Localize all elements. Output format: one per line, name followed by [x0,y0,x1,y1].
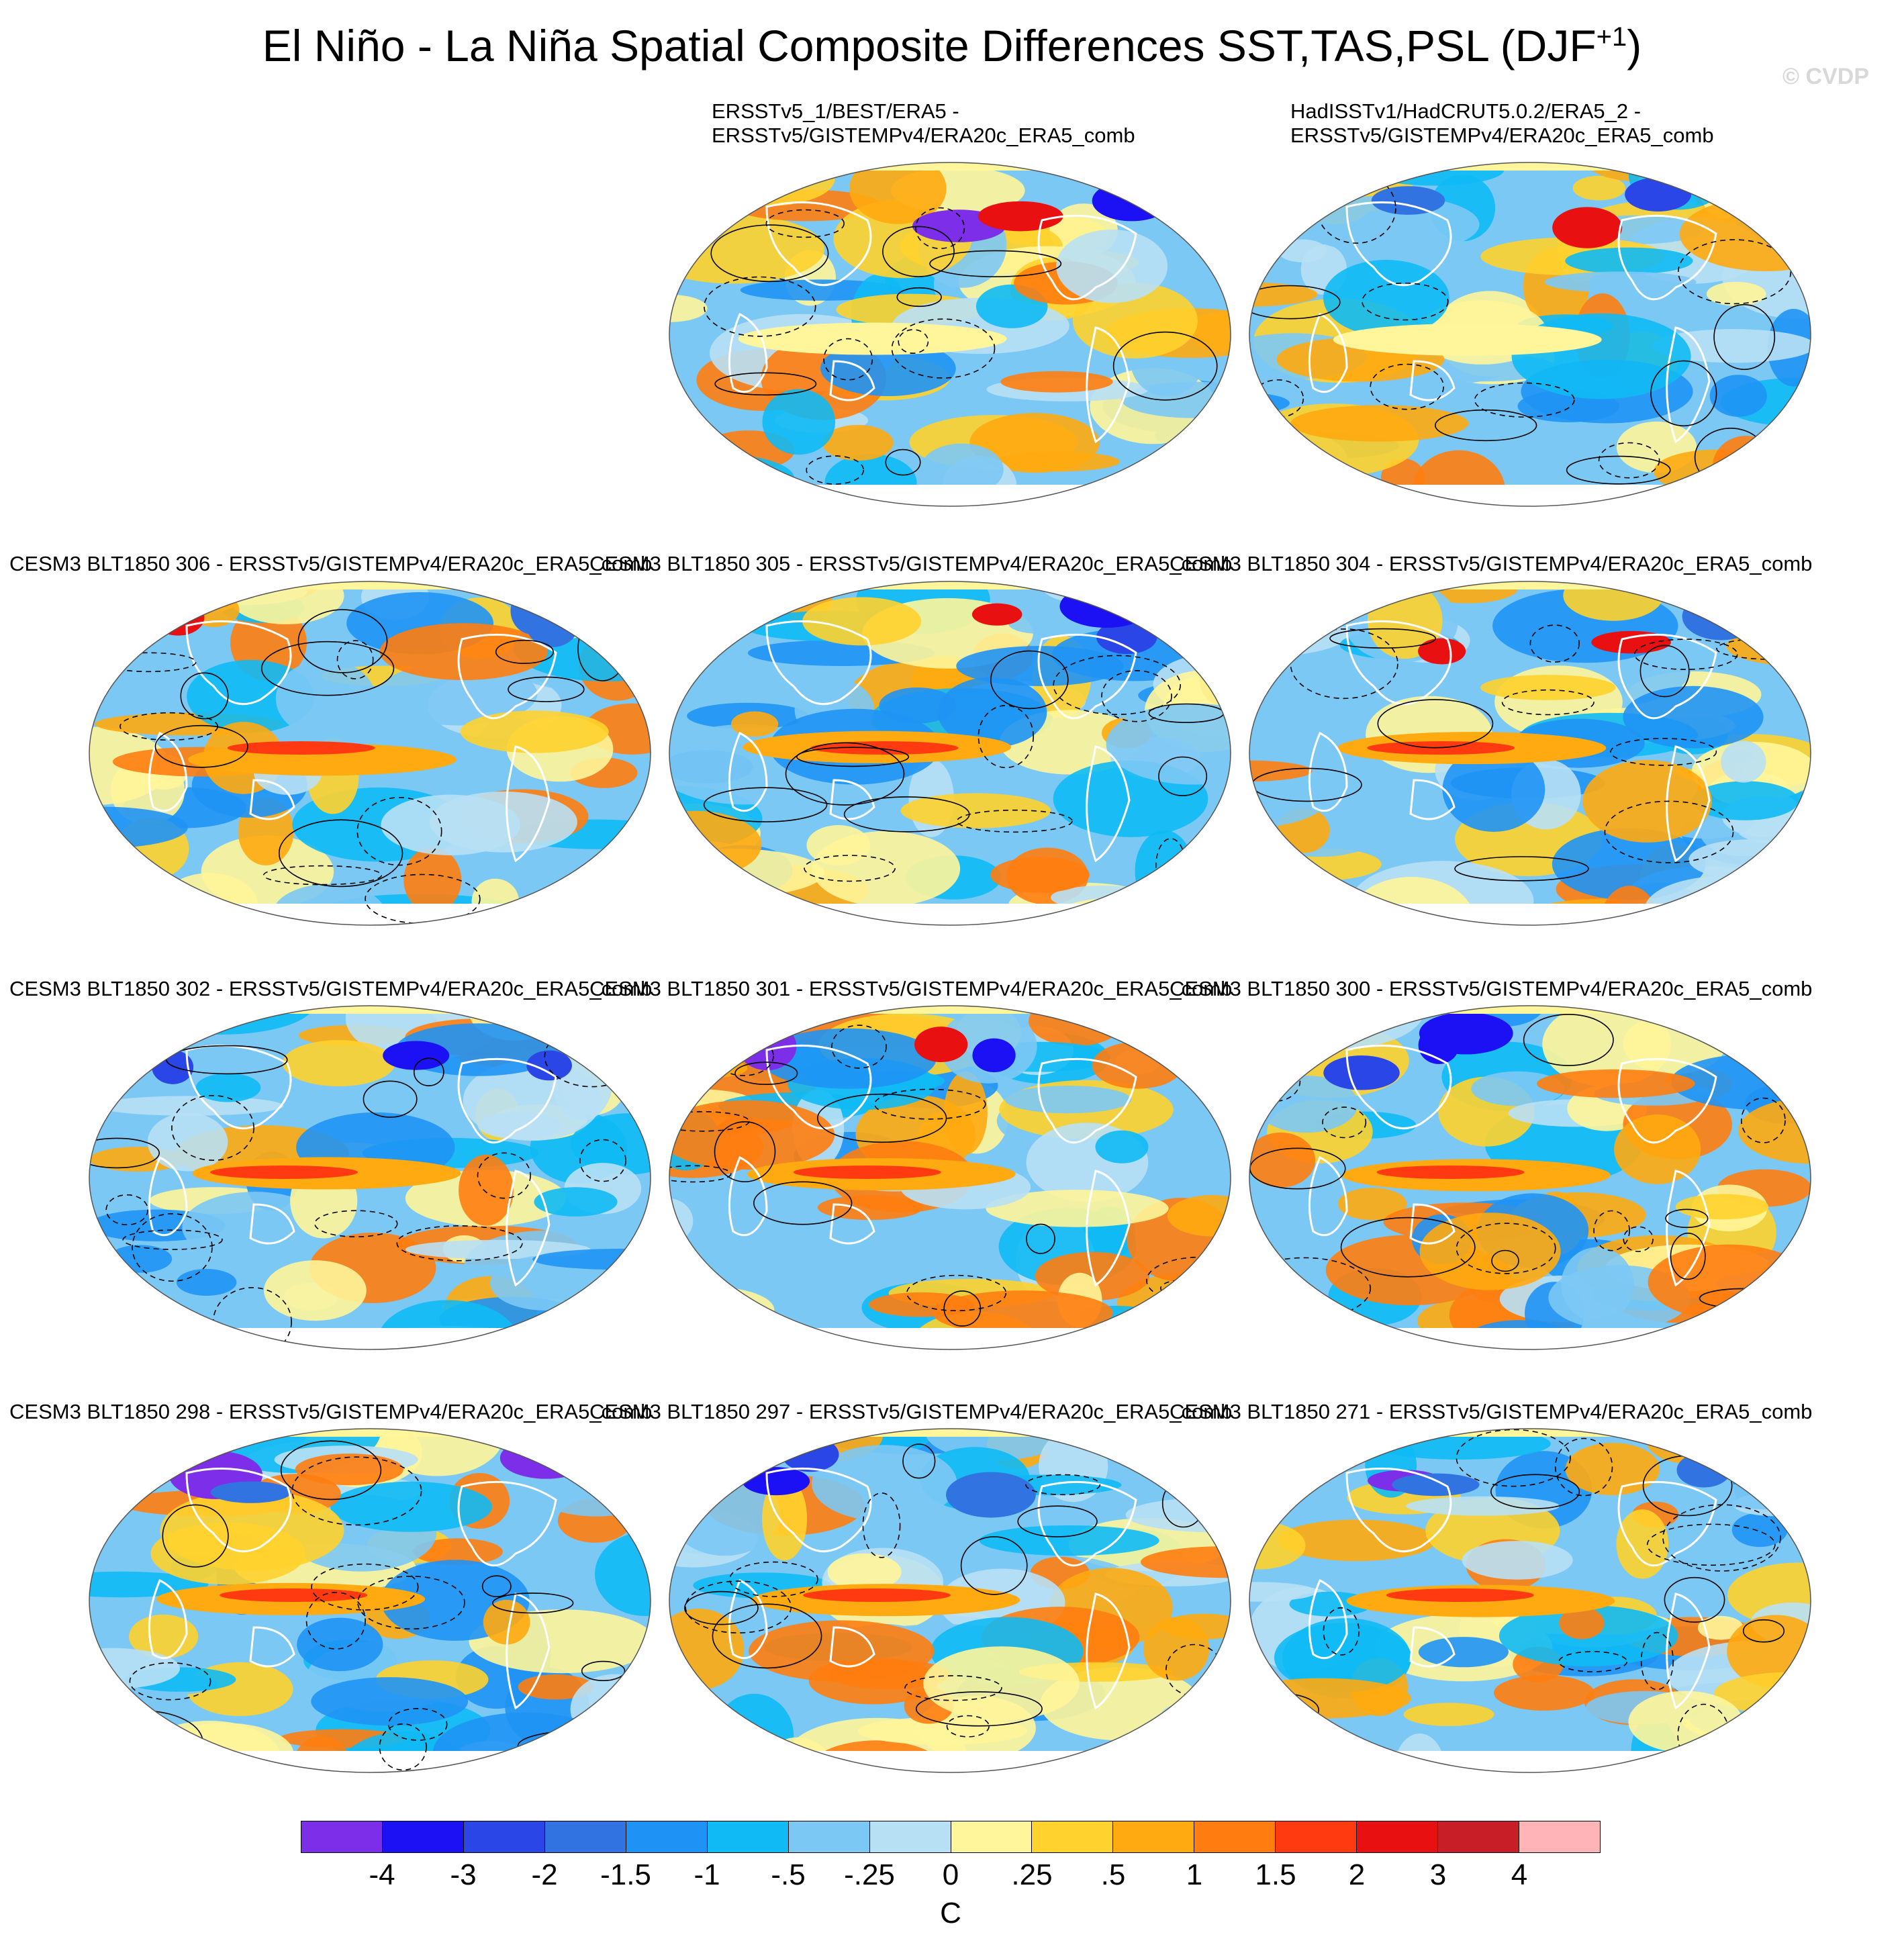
colorbar-tick-label: 2 [1348,1858,1366,1891]
map-panel [89,1005,651,1350]
colorbar-swatch [1276,1821,1358,1852]
colorbar-tick-label: -4 [369,1858,395,1891]
panel-title: CESM3 BLT1850 302 - ERSSTv5/GISTEMPv4/ER… [9,977,653,1000]
map-panel [89,1428,651,1773]
panel-title: CESM3 BLT1850 305 - ERSSTv5/GISTEMPv4/ER… [589,552,1233,575]
map-panel [1249,162,1811,507]
map-panel [669,162,1231,507]
figure-title: El Niño - La Niña Spatial Composite Diff… [262,21,1642,70]
colorbar-swatch [626,1821,708,1852]
colorbar-tick-label: -2 [531,1858,558,1891]
colorbar-tick-label: .25 [1011,1858,1053,1891]
colorbar-swatch [1438,1821,1520,1852]
map-panel [669,581,1231,926]
colorbar-swatch [1032,1821,1114,1852]
panel-title: ERSSTv5_1/BEST/ERA5 - ERSSTv5/GISTEMPv4/E… [712,99,1135,147]
colorbar-swatch [1519,1821,1600,1852]
colorbar-tick-label: 0 [942,1858,959,1891]
colorbar-tick-label: 4 [1511,1858,1528,1891]
colorbar-tick-label: .5 [1100,1858,1126,1891]
colorbar-swatch [1357,1821,1439,1852]
colorbar-tick-label: 1 [1186,1858,1203,1891]
map-panel [669,1428,1231,1773]
panel-title: CESM3 BLT1850 297 - ERSSTv5/GISTEMPv4/ER… [589,1400,1233,1423]
colorbar-swatch [951,1821,1033,1852]
colorbar-swatch [788,1821,870,1852]
cvdp-watermark: © CVDP [1782,64,1869,89]
panel-title: CESM3 BLT1850 300 - ERSSTv5/GISTEMPv4/ER… [1170,977,1813,1000]
colorbar-tick-label: 3 [1429,1858,1447,1891]
colorbar-swatch [544,1821,626,1852]
colorbar [301,1821,1601,1853]
colorbar-tick-label: 1.5 [1255,1858,1296,1891]
colorbar-unit: C [940,1897,961,1930]
colorbar-swatch [1194,1821,1276,1852]
colorbar-tick-label: -3 [450,1858,477,1891]
map-panel [669,1005,1231,1350]
map-panel [1249,1005,1811,1350]
colorbar-swatch [869,1821,951,1852]
panel-title: CESM3 BLT1850 301 - ERSSTv5/GISTEMPv4/ER… [589,977,1233,1000]
colorbar-swatch [382,1821,464,1852]
panel-title: HadISSTv1/HadCRUT5.0.2/ERA5_2 - ERSSTv5/G… [1290,99,1714,147]
panel-title: CESM3 BLT1850 298 - ERSSTv5/GISTEMPv4/ER… [9,1400,653,1423]
colorbar-tick-label: -.5 [771,1858,806,1891]
panel-title: CESM3 BLT1850 306 - ERSSTv5/GISTEMPv4/ER… [9,552,653,575]
colorbar-tick-label: -.25 [844,1858,895,1891]
colorbar-swatch [1113,1821,1195,1852]
colorbar-swatch [463,1821,545,1852]
map-panel [1249,581,1811,926]
map-panel [89,581,651,926]
colorbar-swatch [301,1821,383,1852]
map-panel [1249,1428,1811,1773]
colorbar-tick-label: -1.5 [600,1858,651,1891]
colorbar-tick-label: -1 [694,1858,720,1891]
colorbar-swatch [707,1821,789,1852]
panel-title: CESM3 BLT1850 271 - ERSSTv5/GISTEMPv4/ER… [1170,1400,1813,1423]
panel-title: CESM3 BLT1850 304 - ERSSTv5/GISTEMPv4/ER… [1170,552,1813,575]
